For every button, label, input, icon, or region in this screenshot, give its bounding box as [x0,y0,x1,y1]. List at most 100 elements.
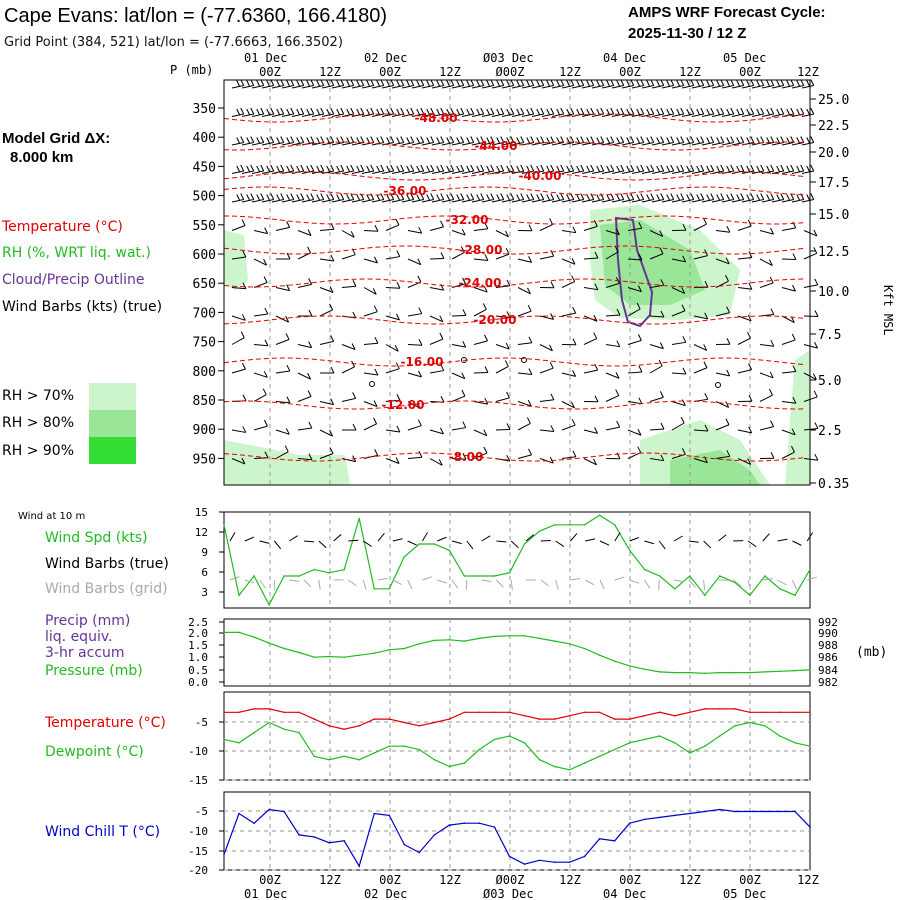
legend-rh: RH (%, WRT liq. wat.) [2,245,151,261]
wind-barb [517,422,531,431]
wind-barb-grid [259,579,266,589]
dewpoint-line-point [358,758,361,761]
temperature-line-point [613,718,616,720]
wind-barb [649,396,664,402]
wind-barb-flag [496,194,501,201]
pressure-tick-label: 500 [193,190,216,205]
wind-barb-flag [416,108,421,116]
wind-barb-flag [263,276,268,283]
wind-barb-flag [596,137,601,144]
wind-barb-flag [386,194,391,201]
wind-barb [781,199,794,203]
wind-barb-flag [310,193,315,200]
wind-barb-flag [750,164,755,172]
wind-barb-flag [290,107,295,115]
pressure-line-point [568,643,571,645]
wind-barb [621,113,634,117]
wind-speed-line-point [298,575,300,577]
wind-barb-flag [440,79,445,86]
wind-barb-flag [386,108,391,116]
wind-barb [737,225,752,231]
wind-barb-flag [484,254,489,261]
wind-barb [495,230,509,238]
dewpoint-line-point [388,745,391,747]
wind-barb-flag [590,107,595,115]
wind-barb-flag [360,107,365,115]
wind-barb [481,142,494,146]
temperature-line-point [508,711,511,714]
wind-barb-flag [266,194,271,201]
wind-barb [661,142,674,146]
bottom-hour-label: Ø00Z [496,873,525,887]
wind-barb-flag [340,136,345,143]
wind-barb [441,142,454,146]
wind-barb-flag [616,340,621,347]
wind-barb [371,199,384,203]
wind-barb-flag [270,79,275,86]
grid-spacing-value: 8.000 km [10,149,73,166]
wind-barb-flag [706,165,711,173]
wind-barb [601,85,614,89]
wind-barb-flag [596,80,601,87]
legend-wind-barbs: Wind Barbs (kts) (true) [2,299,162,315]
wind-barb-flag [264,451,269,458]
dewpoint-line-point [223,738,225,741]
wind-barb-flag [593,458,597,466]
wind-barb [341,85,354,89]
wind-barb-flag [790,107,795,115]
dewpoint-line-point [403,745,406,747]
wind-barb [321,199,334,203]
wind-barb-flag [240,136,245,143]
wind-barb-flag [720,164,725,172]
wind-barb [297,283,312,288]
wind-barb-flag [400,107,405,115]
wind-barb-flag [526,80,531,87]
wind-barb-flag [260,79,265,86]
calm-wind-marker [715,382,721,388]
pressure-line-point [253,636,255,638]
wind-barb-flag [770,193,775,200]
wind-barb-flag [637,446,642,453]
wind-barb-flag [680,416,685,424]
wind-barb-flag [496,108,501,116]
wind-barb [541,142,554,146]
wind-barb [671,341,686,345]
wind-barb-flag [546,80,551,87]
wind-barb [407,230,422,234]
wind-barb-grid [629,579,640,584]
pressure-line-point [598,654,601,656]
wind-barb [715,312,730,317]
wind-barb-flag [810,164,815,172]
pressure-tick-label: 986 [818,651,838,664]
wind-barb [751,199,764,203]
cycle-value: 2025-11-30 / 12 Z [628,25,746,42]
wind-barb-flag [264,419,268,427]
wind-barb [759,230,774,235]
wind-barb [627,287,642,293]
height-tick-label: 0.35 [818,477,849,492]
wind-barb-flag [316,80,321,87]
wind-barb-flag [747,331,751,339]
wind-barb-flag [480,136,485,143]
wind-barb-flag [300,136,305,143]
wind-barb-flag [560,107,565,115]
pressure-line-point [613,660,616,662]
wind-speed-line-point [749,594,751,596]
wind-barb-flag [470,79,475,86]
wind-barb [495,253,510,260]
wind-barb [693,255,708,260]
wind-barb-flag [660,136,665,143]
wind-barb-flag [266,108,271,116]
windchill-line-point [704,810,706,813]
legend-cloud-outline: Cloud/Precip Outline [2,272,145,288]
wind-barb-flag [256,108,261,116]
wind-barb [737,337,751,345]
wind-barb [781,401,796,404]
wind-barb-flag [236,108,241,116]
wind-barb-flag [346,137,351,144]
pressure-unit-label: (mb) [856,645,887,660]
pressure-line-point [749,671,751,674]
wind-barb [231,170,244,174]
dewpoint-line [223,721,811,771]
wind-barb-flag [366,165,371,173]
